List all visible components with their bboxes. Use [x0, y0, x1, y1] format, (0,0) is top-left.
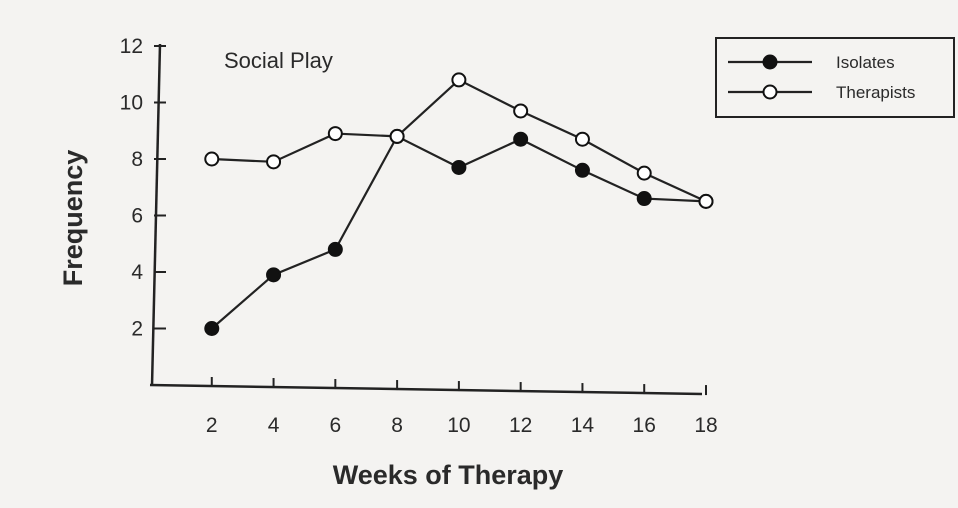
x-ticks: 2 4 6 8 10 12 14 16 18	[206, 377, 718, 437]
data-point-isolates	[574, 162, 590, 178]
series-therapists	[204, 72, 714, 209]
data-point-isolates	[204, 321, 220, 336]
data-point-therapists	[636, 165, 652, 181]
series-layer	[204, 72, 714, 336]
data-point-therapists	[574, 131, 590, 147]
x-tick-label: 8	[391, 414, 403, 437]
x-tick-label: 10	[447, 414, 470, 437]
y-tick-label: 10	[120, 92, 143, 115]
data-point-therapists	[513, 103, 529, 119]
data-point-therapists	[327, 126, 343, 142]
legend-marker-isolates	[762, 54, 778, 70]
axes	[149, 43, 703, 396]
data-point-isolates	[327, 241, 343, 257]
x-tick-label: 12	[509, 414, 532, 437]
data-point-therapists	[266, 154, 282, 170]
data-point-isolates	[513, 131, 529, 147]
y-ticks: 2 4 6 8 10 12	[120, 35, 166, 341]
data-point-isolates	[636, 191, 652, 207]
data-point-therapists	[698, 193, 714, 209]
legend-marker-therapists	[762, 84, 778, 100]
legend-entries: Isolates Therapists	[728, 53, 915, 102]
series-line-therapists	[211, 78, 707, 203]
chart-title: Social Play	[224, 48, 333, 73]
x-tick-label: 14	[571, 414, 595, 437]
y-tick-label: 6	[131, 205, 143, 228]
x-axis-line	[149, 383, 703, 396]
y-tick-label: 12	[120, 35, 143, 58]
x-tick-label: 18	[694, 414, 717, 437]
legend-label-isolates: Isolates	[836, 53, 895, 72]
x-tick-label: 4	[268, 414, 280, 437]
legend-box	[715, 37, 955, 118]
data-point-therapists	[451, 72, 467, 88]
y-tick-label: 4	[131, 261, 143, 284]
data-point-isolates	[266, 267, 282, 283]
data-point-therapists	[389, 128, 405, 144]
legend: Isolates Therapists	[715, 37, 955, 118]
legend-label-therapists: Therapists	[836, 83, 915, 102]
x-tick-label: 16	[633, 414, 656, 437]
data-point-therapists	[204, 151, 220, 167]
x-tick-label: 6	[329, 414, 341, 437]
data-point-isolates	[451, 159, 467, 175]
x-axis-title: Weeks of Therapy	[333, 460, 564, 490]
series-isolates	[204, 128, 714, 336]
y-tick-label: 2	[131, 318, 143, 341]
y-tick-label: 8	[131, 148, 143, 171]
x-tick-label: 2	[206, 414, 218, 437]
y-axis-title: Frequency	[58, 150, 88, 287]
